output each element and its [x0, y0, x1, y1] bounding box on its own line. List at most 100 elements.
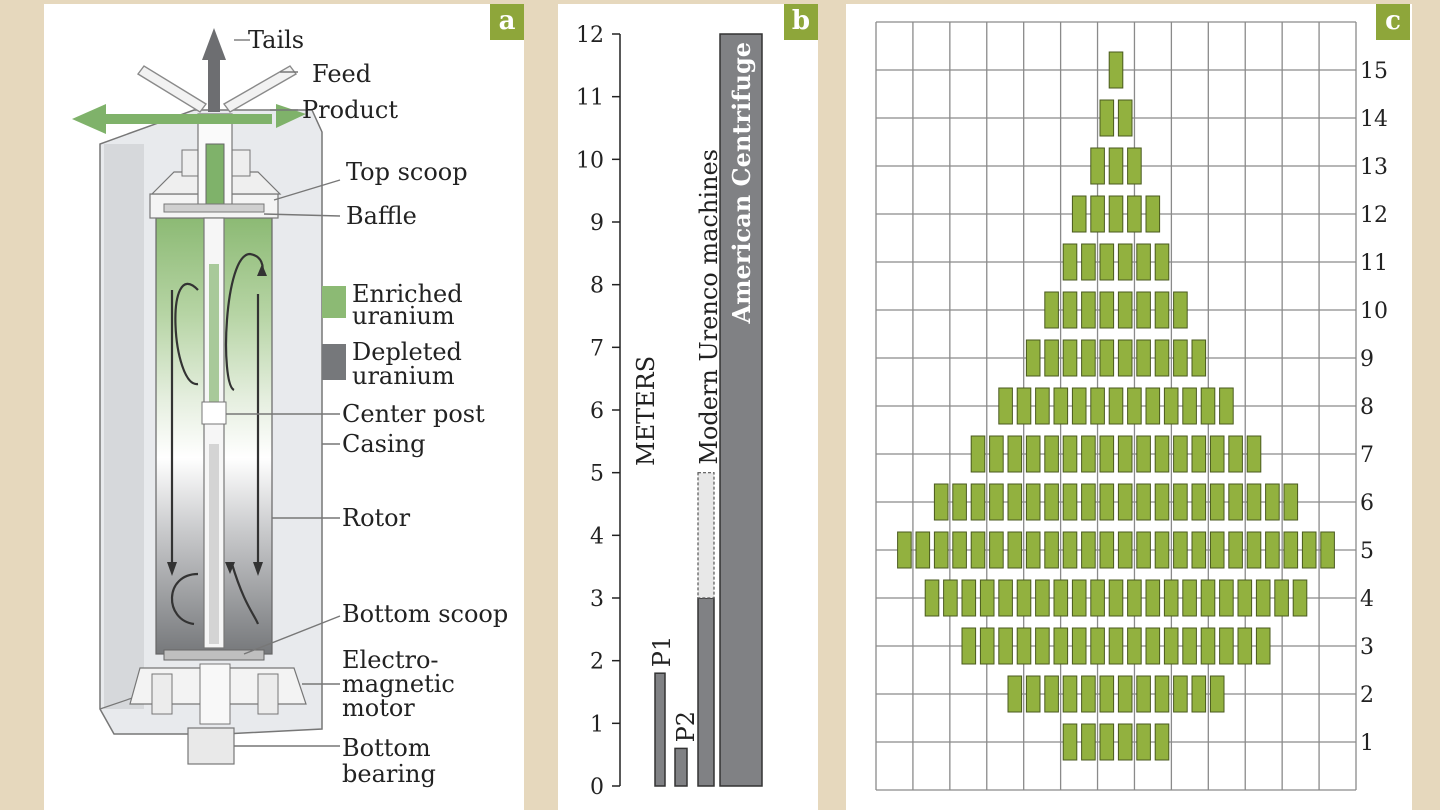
bar-1	[674, 747, 688, 787]
centrifuge-machine	[1035, 627, 1050, 665]
centrifuge-machine	[970, 531, 986, 569]
centrifuge-machine	[1025, 675, 1041, 713]
y-tick-label: 3	[590, 587, 604, 612]
label-product: Product	[302, 96, 398, 124]
centrifuge-machine	[1044, 291, 1059, 329]
centrifuge-machine	[961, 627, 977, 665]
centrifuge-machine	[1173, 675, 1188, 713]
centrifuge-machine	[1044, 531, 1059, 569]
centrifuge-machine	[1090, 195, 1105, 233]
stage-label: 8	[1360, 395, 1374, 420]
legend-enriched-swatch	[322, 286, 346, 318]
centrifuge-machine	[1283, 483, 1299, 521]
centrifuge-machine	[1062, 435, 1078, 473]
centrifuge-machine	[1007, 483, 1023, 521]
centrifuge-machine	[1108, 195, 1124, 233]
centrifuge-machine	[1053, 579, 1069, 617]
centrifuge-machine	[1200, 627, 1216, 665]
legend-enriched-1: Enriched	[352, 280, 463, 308]
centrifuge-machine	[924, 579, 940, 617]
centrifuge-machine	[998, 387, 1013, 425]
label-feed: Feed	[312, 60, 371, 88]
label-bearing-1: Bottom	[342, 734, 431, 762]
centrifuge-machine	[1025, 339, 1041, 377]
centrifuge-machine	[1209, 675, 1225, 713]
stage-label: 6	[1360, 491, 1374, 516]
centrifuge-machine	[1081, 339, 1096, 377]
centrifuge-machine	[1062, 723, 1078, 761]
centrifuge-machine	[1163, 387, 1179, 425]
centrifuge-machine	[1200, 387, 1216, 425]
y-tick-label: 5	[590, 462, 604, 487]
centrifuge-machine	[1219, 579, 1234, 617]
centrifuge-machine	[1062, 483, 1078, 521]
centrifuge-machine	[1191, 483, 1207, 521]
label-tails: Tails	[248, 26, 304, 54]
legend-depleted-2: uranium	[352, 362, 455, 390]
centrifuge-machine	[1099, 723, 1115, 761]
centrifuge-machine	[1007, 531, 1023, 569]
y-tick-label: 2	[590, 650, 604, 675]
centrifuge-machine	[1090, 579, 1105, 617]
centrifuge-machine	[1154, 723, 1170, 761]
centrifuge-machine	[1182, 627, 1197, 665]
feed-arrow-icon	[136, 65, 298, 113]
centrifuge-machine	[1237, 579, 1253, 617]
y-tick-label: 4	[590, 524, 604, 549]
centrifuge-machine	[1081, 723, 1096, 761]
centrifuge-machine	[1108, 579, 1124, 617]
centrifuge-machine	[1025, 483, 1041, 521]
centrifuge-machine	[1117, 483, 1133, 521]
panel-c-tag: c	[1376, 4, 1410, 40]
label-motor-3: motor	[342, 694, 415, 722]
centrifuge-machine	[1219, 387, 1234, 425]
centrifuge-machine	[1173, 483, 1188, 521]
centrifuge-machine	[1136, 483, 1151, 521]
y-tick-label: 1	[590, 712, 604, 737]
centrifuge-machine	[952, 531, 967, 569]
centrifuge-machine	[1219, 627, 1234, 665]
label-rotor: Rotor	[342, 504, 411, 532]
centrifuge-machine	[1081, 483, 1096, 521]
centrifuge-machine	[1007, 435, 1023, 473]
centrifuge-machine	[1099, 483, 1115, 521]
label-top-scoop: Top scoop	[346, 158, 468, 186]
centrifuge-machine	[1301, 531, 1317, 569]
centrifuge-machine	[1090, 387, 1105, 425]
stage-label: 5	[1360, 539, 1374, 564]
centrifuge-machine	[1154, 483, 1170, 521]
centrifuge-machine	[1016, 627, 1032, 665]
centrifuge-machine	[1292, 579, 1308, 617]
centrifuge-machine	[1127, 147, 1142, 185]
centrifuge-machine	[952, 483, 967, 521]
centrifuge-machine	[1099, 435, 1115, 473]
centrifuge-machine	[989, 483, 1004, 521]
centrifuge-machine	[1117, 435, 1133, 473]
centrifuge-machine	[1283, 531, 1299, 569]
centrifuge-machine	[1062, 531, 1078, 569]
centrifuge-machine	[1154, 291, 1170, 329]
panel-a: a	[44, 4, 524, 810]
stage-label: 3	[1360, 635, 1374, 660]
tails-arrow-icon	[202, 28, 226, 112]
bar-label-0: P1	[648, 636, 676, 667]
centrifuge-machine	[1246, 483, 1262, 521]
centrifuge-machine	[1136, 723, 1151, 761]
centrifuge-machine	[979, 627, 995, 665]
centrifuge-machine	[1081, 531, 1096, 569]
centrifuge-machine	[1081, 675, 1096, 713]
centrifuge-machine	[1191, 435, 1207, 473]
centrifuge-machine	[1145, 195, 1161, 233]
centrifuge-machine	[1053, 387, 1069, 425]
y-tick-label: 9	[590, 211, 604, 236]
panel-a-tag: a	[490, 4, 524, 40]
y-tick-label: 7	[590, 336, 604, 361]
stage-label: 10	[1360, 299, 1388, 324]
centrifuge-machine	[1209, 435, 1225, 473]
legend-depleted-1: Depleted	[352, 338, 462, 366]
label-bearing-2: bearing	[342, 760, 436, 788]
centrifuge-machine	[979, 579, 995, 617]
stage-label: 7	[1360, 443, 1374, 468]
centrifuge-machine	[1090, 147, 1105, 185]
